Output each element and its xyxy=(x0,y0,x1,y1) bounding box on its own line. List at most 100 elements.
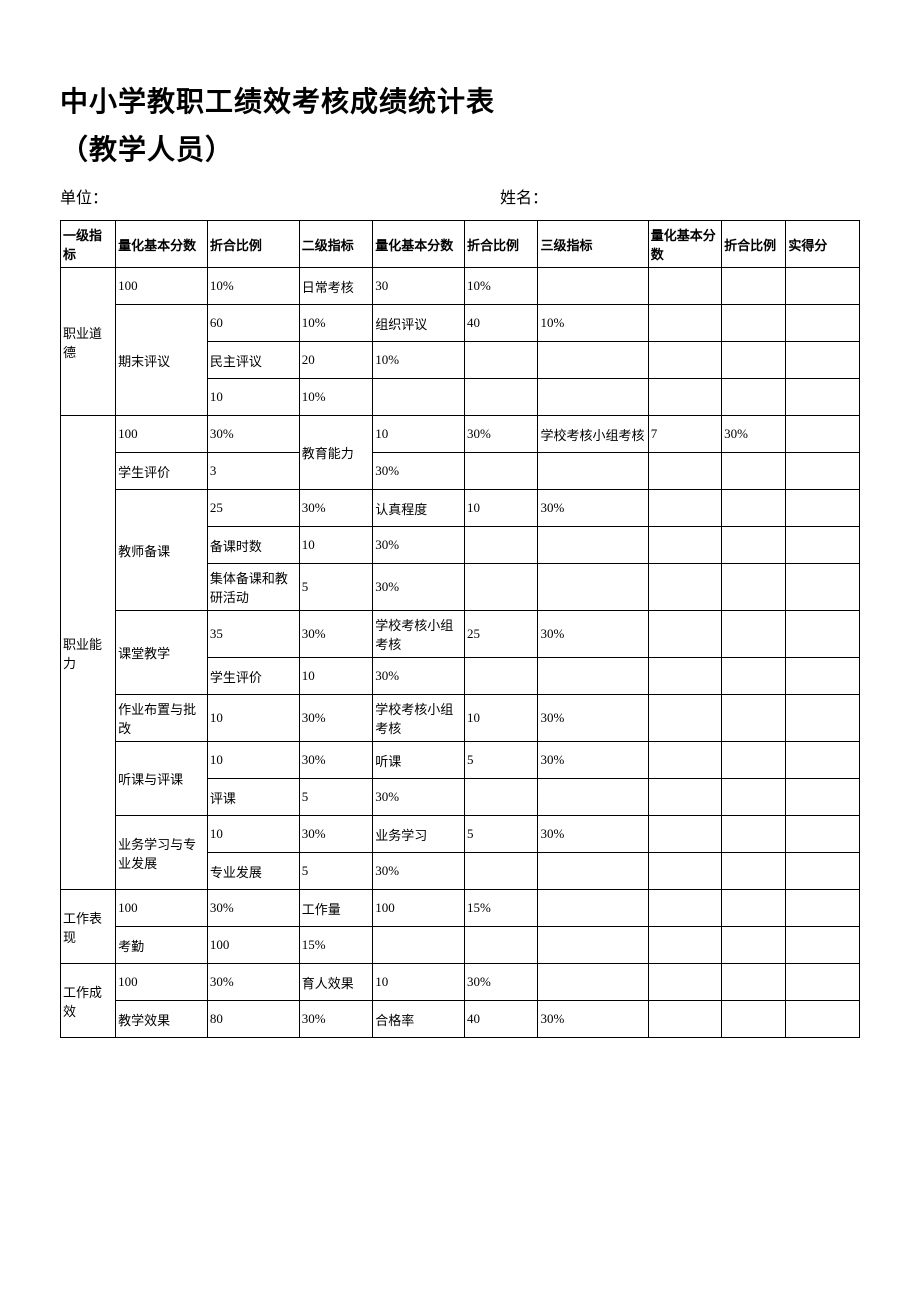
table-cell: 30% xyxy=(538,611,648,658)
table-cell: 30% xyxy=(299,816,372,853)
table-cell: 学生评价 xyxy=(116,453,208,490)
table-cell xyxy=(648,564,721,611)
table-cell xyxy=(786,379,860,416)
table-cell: 30% xyxy=(207,416,299,453)
table-cell xyxy=(648,1001,721,1038)
table-cell xyxy=(538,564,648,611)
table-cell: 25 xyxy=(207,490,299,527)
table-cell: 30% xyxy=(207,964,299,1001)
table-cell xyxy=(722,611,786,658)
table-row: 教师备课2530%认真程度1030% xyxy=(61,490,860,527)
table-cell xyxy=(648,695,721,742)
table-cell xyxy=(786,816,860,853)
unit-label: 单位： xyxy=(60,184,500,208)
table-cell: 30% xyxy=(538,695,648,742)
table-row: 职业能力10030%教育能力1030%学校考核小组考核730% xyxy=(61,416,860,453)
table-cell xyxy=(722,527,786,564)
table-cell xyxy=(648,342,721,379)
th-r2: 折合比例 xyxy=(465,221,538,268)
table-cell xyxy=(648,453,721,490)
table-cell xyxy=(722,1001,786,1038)
table-row: 课堂教学3530%学校考核小组考核2530% xyxy=(61,611,860,658)
table-cell xyxy=(538,890,648,927)
table-cell: 职业道德 xyxy=(61,268,116,416)
table-cell: 30% xyxy=(538,816,648,853)
table-cell xyxy=(538,927,648,964)
table-row: 作业布置与批改1030%学校考核小组考核1030% xyxy=(61,695,860,742)
table-cell xyxy=(538,527,648,564)
table-cell: 100 xyxy=(116,416,208,453)
table-cell xyxy=(722,658,786,695)
table-row: 听课与评课1030%听课530% xyxy=(61,742,860,779)
table-cell: 30% xyxy=(373,779,465,816)
table-cell xyxy=(786,890,860,927)
table-cell: 30% xyxy=(299,490,372,527)
th-qb1: 量化基本分数 xyxy=(116,221,208,268)
table-cell xyxy=(786,853,860,890)
table-cell xyxy=(786,611,860,658)
table-cell xyxy=(786,527,860,564)
table-cell: 专业发展 xyxy=(207,853,299,890)
name-label: 姓名： xyxy=(500,184,860,208)
table-cell: 20 xyxy=(299,342,372,379)
table-cell: 30% xyxy=(722,416,786,453)
table-cell xyxy=(648,816,721,853)
table-cell xyxy=(722,342,786,379)
table-cell: 30% xyxy=(373,453,465,490)
table-cell xyxy=(538,268,648,305)
table-cell: 组织评议 xyxy=(373,305,465,342)
th-score: 实得分 xyxy=(786,221,860,268)
table-cell: 10% xyxy=(299,305,372,342)
table-cell xyxy=(538,379,648,416)
table-cell xyxy=(465,379,538,416)
table-cell xyxy=(722,964,786,1001)
table-cell: 学校考核小组考核 xyxy=(373,611,465,658)
table-row: 教学效果8030%合格率4030% xyxy=(61,1001,860,1038)
table-cell: 7 xyxy=(648,416,721,453)
th-l3: 三级指标 xyxy=(538,221,648,268)
table-cell: 业务学习 xyxy=(373,816,465,853)
table-cell: 育人效果 xyxy=(299,964,372,1001)
table-cell xyxy=(465,453,538,490)
table-cell xyxy=(465,658,538,695)
table-cell: 100 xyxy=(207,927,299,964)
table-cell: 10% xyxy=(538,305,648,342)
table-cell xyxy=(648,779,721,816)
table-cell: 评课 xyxy=(207,779,299,816)
table-cell xyxy=(722,816,786,853)
table-cell xyxy=(786,695,860,742)
table-cell: 15% xyxy=(299,927,372,964)
table-cell: 民主评议 xyxy=(207,342,299,379)
table-cell: 认真程度 xyxy=(373,490,465,527)
table-cell: 100 xyxy=(116,268,208,305)
table-cell xyxy=(786,453,860,490)
table-cell: 30% xyxy=(373,658,465,695)
table-cell xyxy=(786,268,860,305)
table-cell: 30% xyxy=(373,564,465,611)
table-cell xyxy=(465,853,538,890)
table-cell: 30% xyxy=(299,611,372,658)
table-cell xyxy=(722,379,786,416)
table-row: 职业道德10010%日常考核3010% xyxy=(61,268,860,305)
table-cell: 40 xyxy=(465,305,538,342)
th-l2: 二级指标 xyxy=(299,221,372,268)
page-title-line2: （教学人员） xyxy=(60,128,860,168)
table-cell xyxy=(648,379,721,416)
table-cell: 60 xyxy=(207,305,299,342)
table-cell: 5 xyxy=(299,564,372,611)
table-cell: 职业能力 xyxy=(61,416,116,890)
table-cell: 10 xyxy=(207,742,299,779)
table-cell: 15% xyxy=(465,890,538,927)
table-cell: 100 xyxy=(116,964,208,1001)
table-cell: 作业布置与批改 xyxy=(116,695,208,742)
page-title-line1: 中小学教职工绩效考核成绩统计表 xyxy=(60,80,860,120)
table-cell: 课堂教学 xyxy=(116,611,208,695)
table-cell xyxy=(648,742,721,779)
table-body: 职业道德10010%日常考核3010%期末评议6010%组织评议4010%民主评… xyxy=(61,268,860,1038)
table-cell: 5 xyxy=(299,779,372,816)
table-cell: 25 xyxy=(465,611,538,658)
table-cell xyxy=(786,1001,860,1038)
table-cell: 10 xyxy=(465,695,538,742)
table-cell xyxy=(722,779,786,816)
table-cell xyxy=(722,742,786,779)
